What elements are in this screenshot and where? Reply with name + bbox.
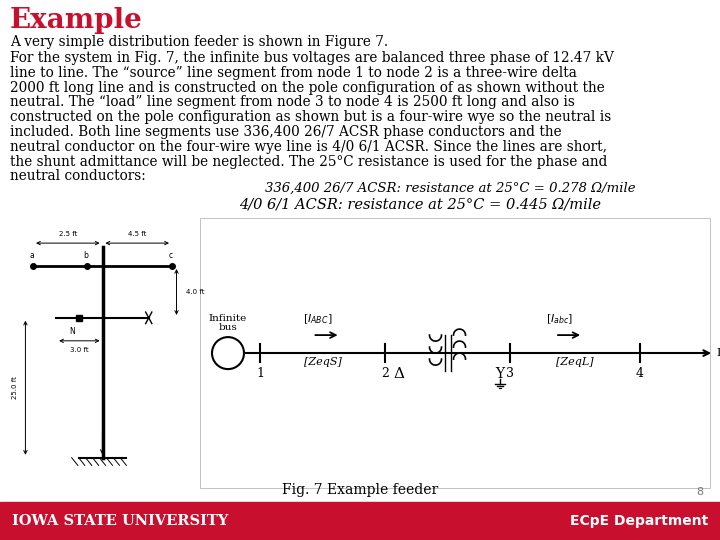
Bar [0,502,720,540]
Text: Example: Example [10,7,143,34]
Text: [$I_{abc}$]: [$I_{abc}$] [546,313,574,326]
Text: c: c [168,251,172,260]
Text: neutral conductor on the four-wire wye line is 4/0 6/1 ACSR. Since the lines are: neutral conductor on the four-wire wye l… [10,140,607,154]
Text: a: a [30,251,34,260]
Text: neutral. The “load” line segment from node 3 to node 4 is 2500 ft long and also : neutral. The “load” line segment from no… [10,96,575,110]
Text: For the system in Fig. 7, the infinite bus voltages are balanced three phase of : For the system in Fig. 7, the infinite b… [10,51,614,65]
Text: neutral conductors:: neutral conductors: [10,170,145,184]
Text: 25.0 ft: 25.0 ft [12,376,18,399]
Text: 3.0 ft: 3.0 ft [70,347,89,353]
Text: ECpE Department: ECpE Department [570,514,708,528]
Text: 4.0 ft: 4.0 ft [186,289,204,295]
Text: Fig. 7 Example feeder: Fig. 7 Example feeder [282,483,438,497]
Text: Infinite: Infinite [209,314,247,323]
Text: Y: Y [495,367,505,381]
Text: 2: 2 [381,367,389,380]
Text: line to line. The “source” line segment from node 1 to node 2 is a three-wire de: line to line. The “source” line segment … [10,66,577,80]
Text: [$I_{ABC}$]: [$I_{ABC}$] [303,313,332,326]
Text: bus: bus [219,323,238,332]
Text: b: b [83,251,88,260]
Text: 3: 3 [506,367,514,380]
Text: [ZeqS]: [ZeqS] [304,357,341,367]
Text: Δ: Δ [394,367,405,381]
Text: 2000 ft long line and is constructed on the pole configuration of as shown witho: 2000 ft long line and is constructed on … [10,80,605,94]
Text: constructed on the pole configuration as shown but is a four-wire wye so the neu: constructed on the pole configuration as… [10,110,611,124]
Text: [ZeqL]: [ZeqL] [556,357,594,367]
Text: 4/0 6/1 ACSR: resistance at 25°C = 0.445 Ω/mile: 4/0 6/1 ACSR: resistance at 25°C = 0.445… [239,197,601,211]
Text: 4: 4 [636,367,644,380]
Text: 336,400 26/7 ACSR: resistance at 25°C = 0.278 Ω/mile: 336,400 26/7 ACSR: resistance at 25°C = … [265,182,635,195]
Text: 1: 1 [256,367,264,380]
Text: Load: Load [716,348,720,358]
Text: 8: 8 [696,487,703,497]
Text: 4.5 ft: 4.5 ft [128,231,146,238]
Text: 2.5 ft: 2.5 ft [58,231,77,238]
Text: IOWA STATE UNIVERSITY: IOWA STATE UNIVERSITY [12,514,228,528]
Bar [200,218,710,488]
Text: included. Both line segments use 336,400 26/7 ACSR phase conductors and the: included. Both line segments use 336,400… [10,125,562,139]
Text: A very simple distribution feeder is shown in Figure 7.: A very simple distribution feeder is sho… [10,35,388,49]
Text: N: N [69,327,75,336]
Text: the shunt admittance will be neglected. The 25°C resistance is used for the phas: the shunt admittance will be neglected. … [10,154,608,168]
